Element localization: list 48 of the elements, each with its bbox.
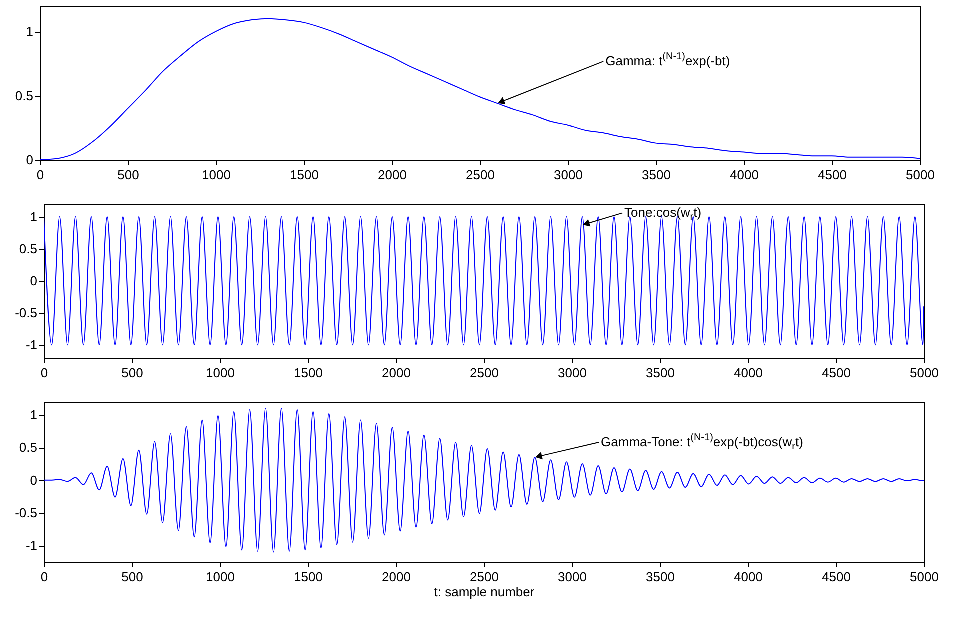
x-tick-label: 5000: [906, 168, 935, 182]
y-tick-label: 0.5: [19, 241, 38, 256]
x-tick-label: 1000: [206, 570, 235, 584]
y-tick-label: 0.5: [19, 440, 38, 456]
x-tick-label: 3500: [642, 168, 671, 182]
x-tick-label: 1500: [294, 366, 323, 380]
x-tick-label: 2500: [470, 366, 499, 380]
y-tick-label: 1: [26, 24, 34, 40]
x-tick-label: 5000: [910, 366, 939, 380]
x-tick-label: 500: [122, 366, 144, 380]
x-tick-label: 4500: [822, 366, 851, 380]
y-tick-label: 1: [30, 209, 38, 224]
x-tick-label: 500: [118, 168, 140, 182]
y-tick-label: 0: [30, 274, 38, 288]
x-axis-title: t: sample number: [434, 584, 536, 600]
x-tick-label: 4000: [730, 168, 759, 182]
x-tick-label: 500: [122, 570, 144, 584]
x-tick-label: 2000: [378, 168, 407, 182]
x-tick-label: 4500: [818, 168, 847, 182]
x-tick-label: 2500: [466, 168, 495, 182]
x-tick-label: 2000: [382, 570, 411, 584]
x-tick-label: 3000: [558, 366, 587, 380]
line-series: [44, 408, 924, 553]
x-tick-label: 1500: [290, 168, 319, 182]
x-tick-label: 4000: [734, 570, 763, 584]
x-tick-label: 5000: [910, 570, 939, 584]
x-tick-label: 3500: [646, 570, 675, 584]
x-tick-label: 1500: [294, 570, 323, 584]
x-tick-label: 3000: [558, 570, 587, 584]
y-tick-label: 0.5: [15, 88, 34, 104]
x-tick-label: 3500: [646, 366, 675, 380]
x-tick-label: 4500: [822, 570, 851, 584]
y-tick-label: 0: [26, 152, 34, 168]
y-tick-label: -0.5: [15, 306, 38, 321]
x-tick-label: 2500: [470, 570, 499, 584]
y-tick-label: -1: [26, 538, 38, 554]
x-tick-label: 3000: [554, 168, 583, 182]
y-tick-label: -0.5: [15, 506, 38, 521]
y-tick-label: 0: [30, 472, 38, 488]
x-tick-label: 0: [40, 366, 48, 380]
x-tick-label: 2000: [382, 366, 411, 380]
x-tick-label: 0: [40, 570, 48, 584]
x-tick-label: 1000: [206, 366, 235, 380]
y-tick-label: -1: [26, 338, 38, 353]
x-tick-label: 4000: [734, 366, 763, 380]
y-tick-label: 1: [30, 408, 38, 423]
line-series: [40, 18, 920, 160]
x-tick-label: 1000: [202, 168, 231, 182]
